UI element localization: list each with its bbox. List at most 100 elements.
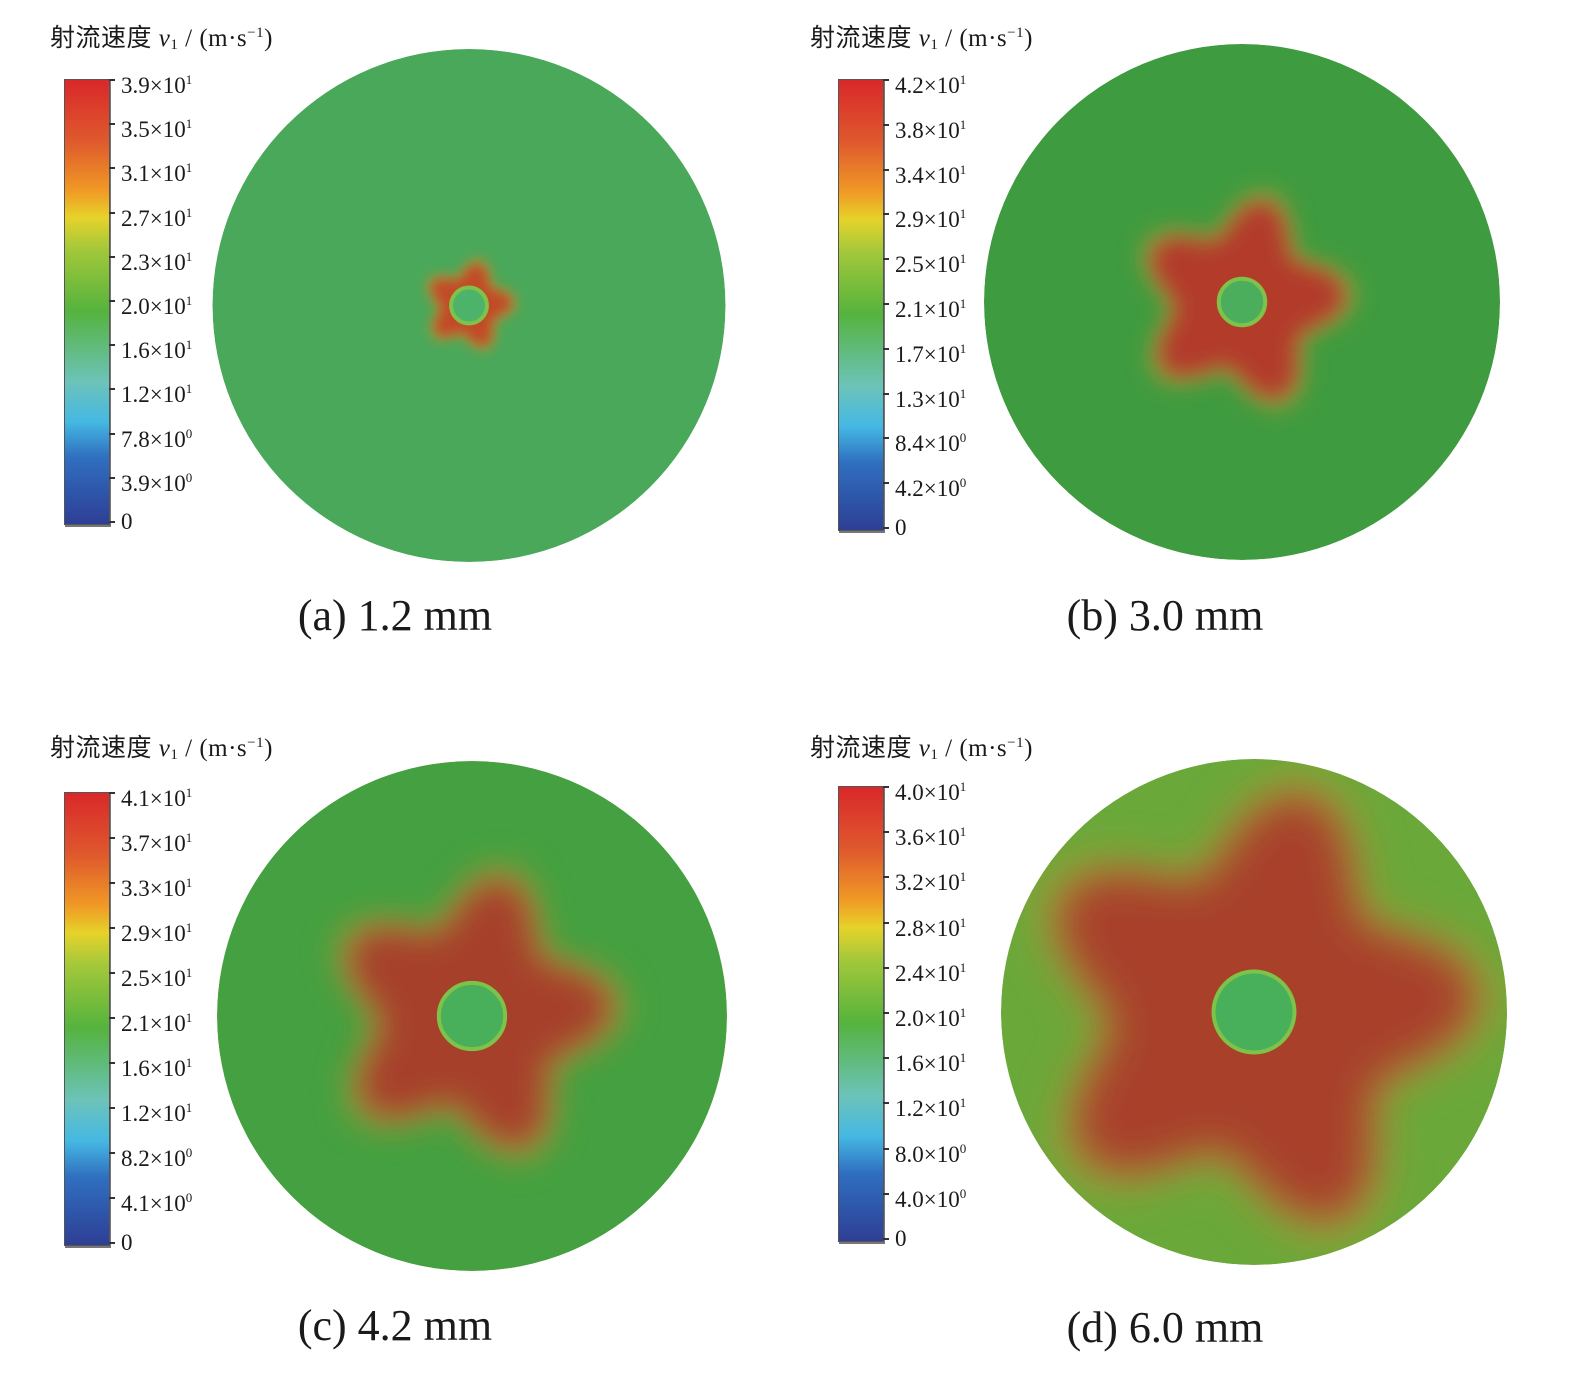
tick-mark [883, 482, 889, 484]
tick-mark [883, 1057, 889, 1059]
tick-label: 4.0×101 [895, 779, 967, 805]
tick-label: 0 [121, 509, 133, 534]
velocity-field-svg [984, 44, 1500, 560]
tick-mark [109, 433, 115, 435]
panel-caption: (b) 3.0 mm [1066, 591, 1264, 640]
tick-label: 2.1×101 [121, 1010, 193, 1036]
tick-label: 4.2×100 [895, 475, 967, 501]
velocity-field-disk [1000, 752, 1508, 1272]
tick-label: 0 [895, 515, 907, 540]
colorbar-title: 射流速度 v1 / (m·s−1) [50, 25, 273, 53]
tick-mark [109, 1062, 115, 1064]
tick-label: 3.1×101 [121, 160, 193, 186]
tick-label: 1.6×101 [121, 337, 193, 363]
tick-mark [883, 79, 889, 81]
tick-mark [109, 792, 115, 794]
colorbar [64, 792, 110, 1246]
tick-mark [109, 300, 115, 302]
tick-label: 2.8×101 [895, 915, 967, 941]
tick-mark [883, 831, 889, 833]
tick-mark [109, 167, 115, 169]
tick-label: 3.8×101 [895, 117, 967, 143]
panel-caption: (c) 4.2 mm [297, 1301, 493, 1350]
tick-mark [109, 123, 115, 125]
velocity-field-disk [214, 760, 730, 1272]
colorbar-ticks: 3.9×101 3.5×101 3.1×101 2.7×101 2.3×101 2.0×1… [109, 72, 229, 534]
tick-label: 1.6×101 [895, 1050, 967, 1076]
tick-label: 3.9×100 [121, 470, 193, 496]
tick-label: 4.1×101 [121, 785, 193, 811]
velocity-field-svg [212, 49, 726, 562]
tick-mark [109, 477, 115, 479]
tick-label: 2.3×101 [121, 249, 193, 275]
tick-label: 8.0×100 [895, 1141, 967, 1167]
tick-label: 1.2×101 [121, 1100, 193, 1126]
tick-mark [883, 437, 889, 439]
tick-mark [883, 258, 889, 260]
velocity-field-disk [209, 48, 729, 563]
colorbar-ticks: 4.1×101 3.7×101 3.3×101 2.9×101 2.5×101 2.1×1… [109, 785, 229, 1255]
tick-mark [883, 213, 889, 215]
tick-mark [109, 79, 115, 81]
tick-label: 2.9×101 [121, 920, 193, 946]
panel-a: 射流速度 v1 / (m·s−1) 3.9×101 3.5×101 3.1×101 2… [0, 0, 760, 680]
tick-label: 4.2×101 [895, 72, 967, 98]
tick-label: 0 [121, 1230, 133, 1255]
panel-caption: (d) 6.0 mm [1066, 1303, 1264, 1352]
tick-mark [109, 1242, 115, 1244]
tick-label: 8.2×100 [121, 1145, 193, 1171]
tick-label: 7.8×100 [121, 426, 193, 452]
tick-mark [883, 393, 889, 395]
tick-mark [883, 348, 889, 350]
colorbar-ticks: 4.0×101 3.6×101 3.2×101 2.8×101 2.4×101 2.0×1… [883, 779, 1003, 1251]
panel-d: 射流速度 v1 / (m·s−1) 4.0×101 3.6×101 3.2×101 2… [770, 710, 1530, 1390]
tick-label: 0 [895, 1226, 907, 1251]
tick-mark [883, 1012, 889, 1014]
tick-label: 1.7×101 [895, 341, 967, 367]
tick-label: 3.6×101 [895, 824, 967, 850]
tick-label: 2.4×101 [895, 960, 967, 986]
jet-core [1211, 969, 1297, 1055]
velocity-field-svg [217, 761, 727, 1271]
tick-label: 2.7×101 [121, 205, 193, 231]
tick-mark [883, 124, 889, 126]
jet-core [449, 285, 489, 326]
tick-mark [883, 169, 889, 171]
tick-mark [109, 882, 115, 884]
jet-core [1216, 276, 1268, 328]
tick-mark [109, 1152, 115, 1154]
tick-label: 4.1×100 [121, 1190, 193, 1216]
tick-label: 3.7×101 [121, 830, 193, 856]
tick-mark [109, 1107, 115, 1109]
tick-label: 2.0×101 [121, 293, 193, 319]
tick-label: 2.5×101 [121, 965, 193, 991]
tick-label: 1.3×101 [895, 386, 967, 412]
tick-mark [109, 1197, 115, 1199]
tick-mark [109, 927, 115, 929]
tick-mark [883, 303, 889, 305]
tick-mark [109, 388, 115, 390]
colorbar-title: 射流速度 v1 / (m·s−1) [50, 735, 273, 763]
tick-mark [109, 521, 115, 523]
tick-label: 1.2×101 [121, 381, 193, 407]
tick-label: 1.2×101 [895, 1095, 967, 1121]
tick-mark [883, 922, 889, 924]
tick-mark [883, 1193, 889, 1195]
tick-label: 1.6×101 [121, 1055, 193, 1081]
colorbar [838, 786, 884, 1242]
panel-caption: (a) 1.2 mm [297, 591, 493, 640]
colorbar [64, 79, 110, 525]
tick-label: 8.4×100 [895, 430, 967, 456]
colorbar [838, 79, 884, 531]
tick-label: 4.0×100 [895, 1186, 967, 1212]
tick-mark [109, 1017, 115, 1019]
tick-label: 2.1×101 [895, 296, 967, 322]
colorbar-title: 射流速度 v1 / (m·s−1) [810, 735, 1033, 763]
tick-label: 2.9×101 [895, 206, 967, 232]
tick-label: 3.3×101 [121, 875, 193, 901]
panel-c: 射流速度 v1 / (m·s−1) 4.1×101 3.7×101 3.3×101 2… [0, 712, 760, 1392]
tick-mark [109, 837, 115, 839]
velocity-field-svg [1001, 759, 1507, 1265]
tick-mark [109, 972, 115, 974]
tick-mark [883, 1102, 889, 1104]
